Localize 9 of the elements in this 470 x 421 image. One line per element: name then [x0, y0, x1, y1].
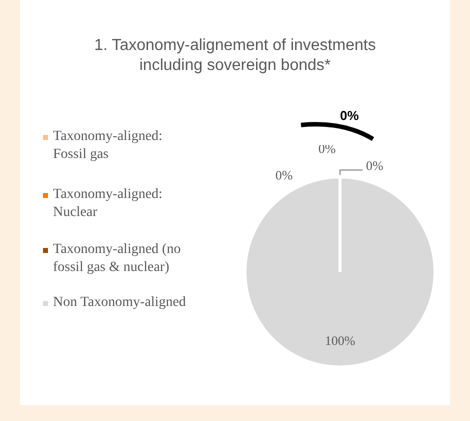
data-label: 100%: [324, 332, 356, 348]
text: 0%: [366, 158, 384, 173]
text: 0%: [340, 108, 359, 123]
legend-label: Taxonomy-aligned (no fossil gas & nuclear): [53, 241, 182, 277]
chart-title: 1. Taxonomy-alignement of investments including sovereign bonds*: [93, 36, 377, 76]
legend-label: Non Taxonomy-aligned: [53, 294, 186, 312]
legend-label: Taxonomy-aligned: Nuclear: [53, 186, 164, 222]
legend-label: Taxonomy-aligned: Fossil gas: [53, 128, 164, 164]
text: 0%: [275, 168, 293, 183]
